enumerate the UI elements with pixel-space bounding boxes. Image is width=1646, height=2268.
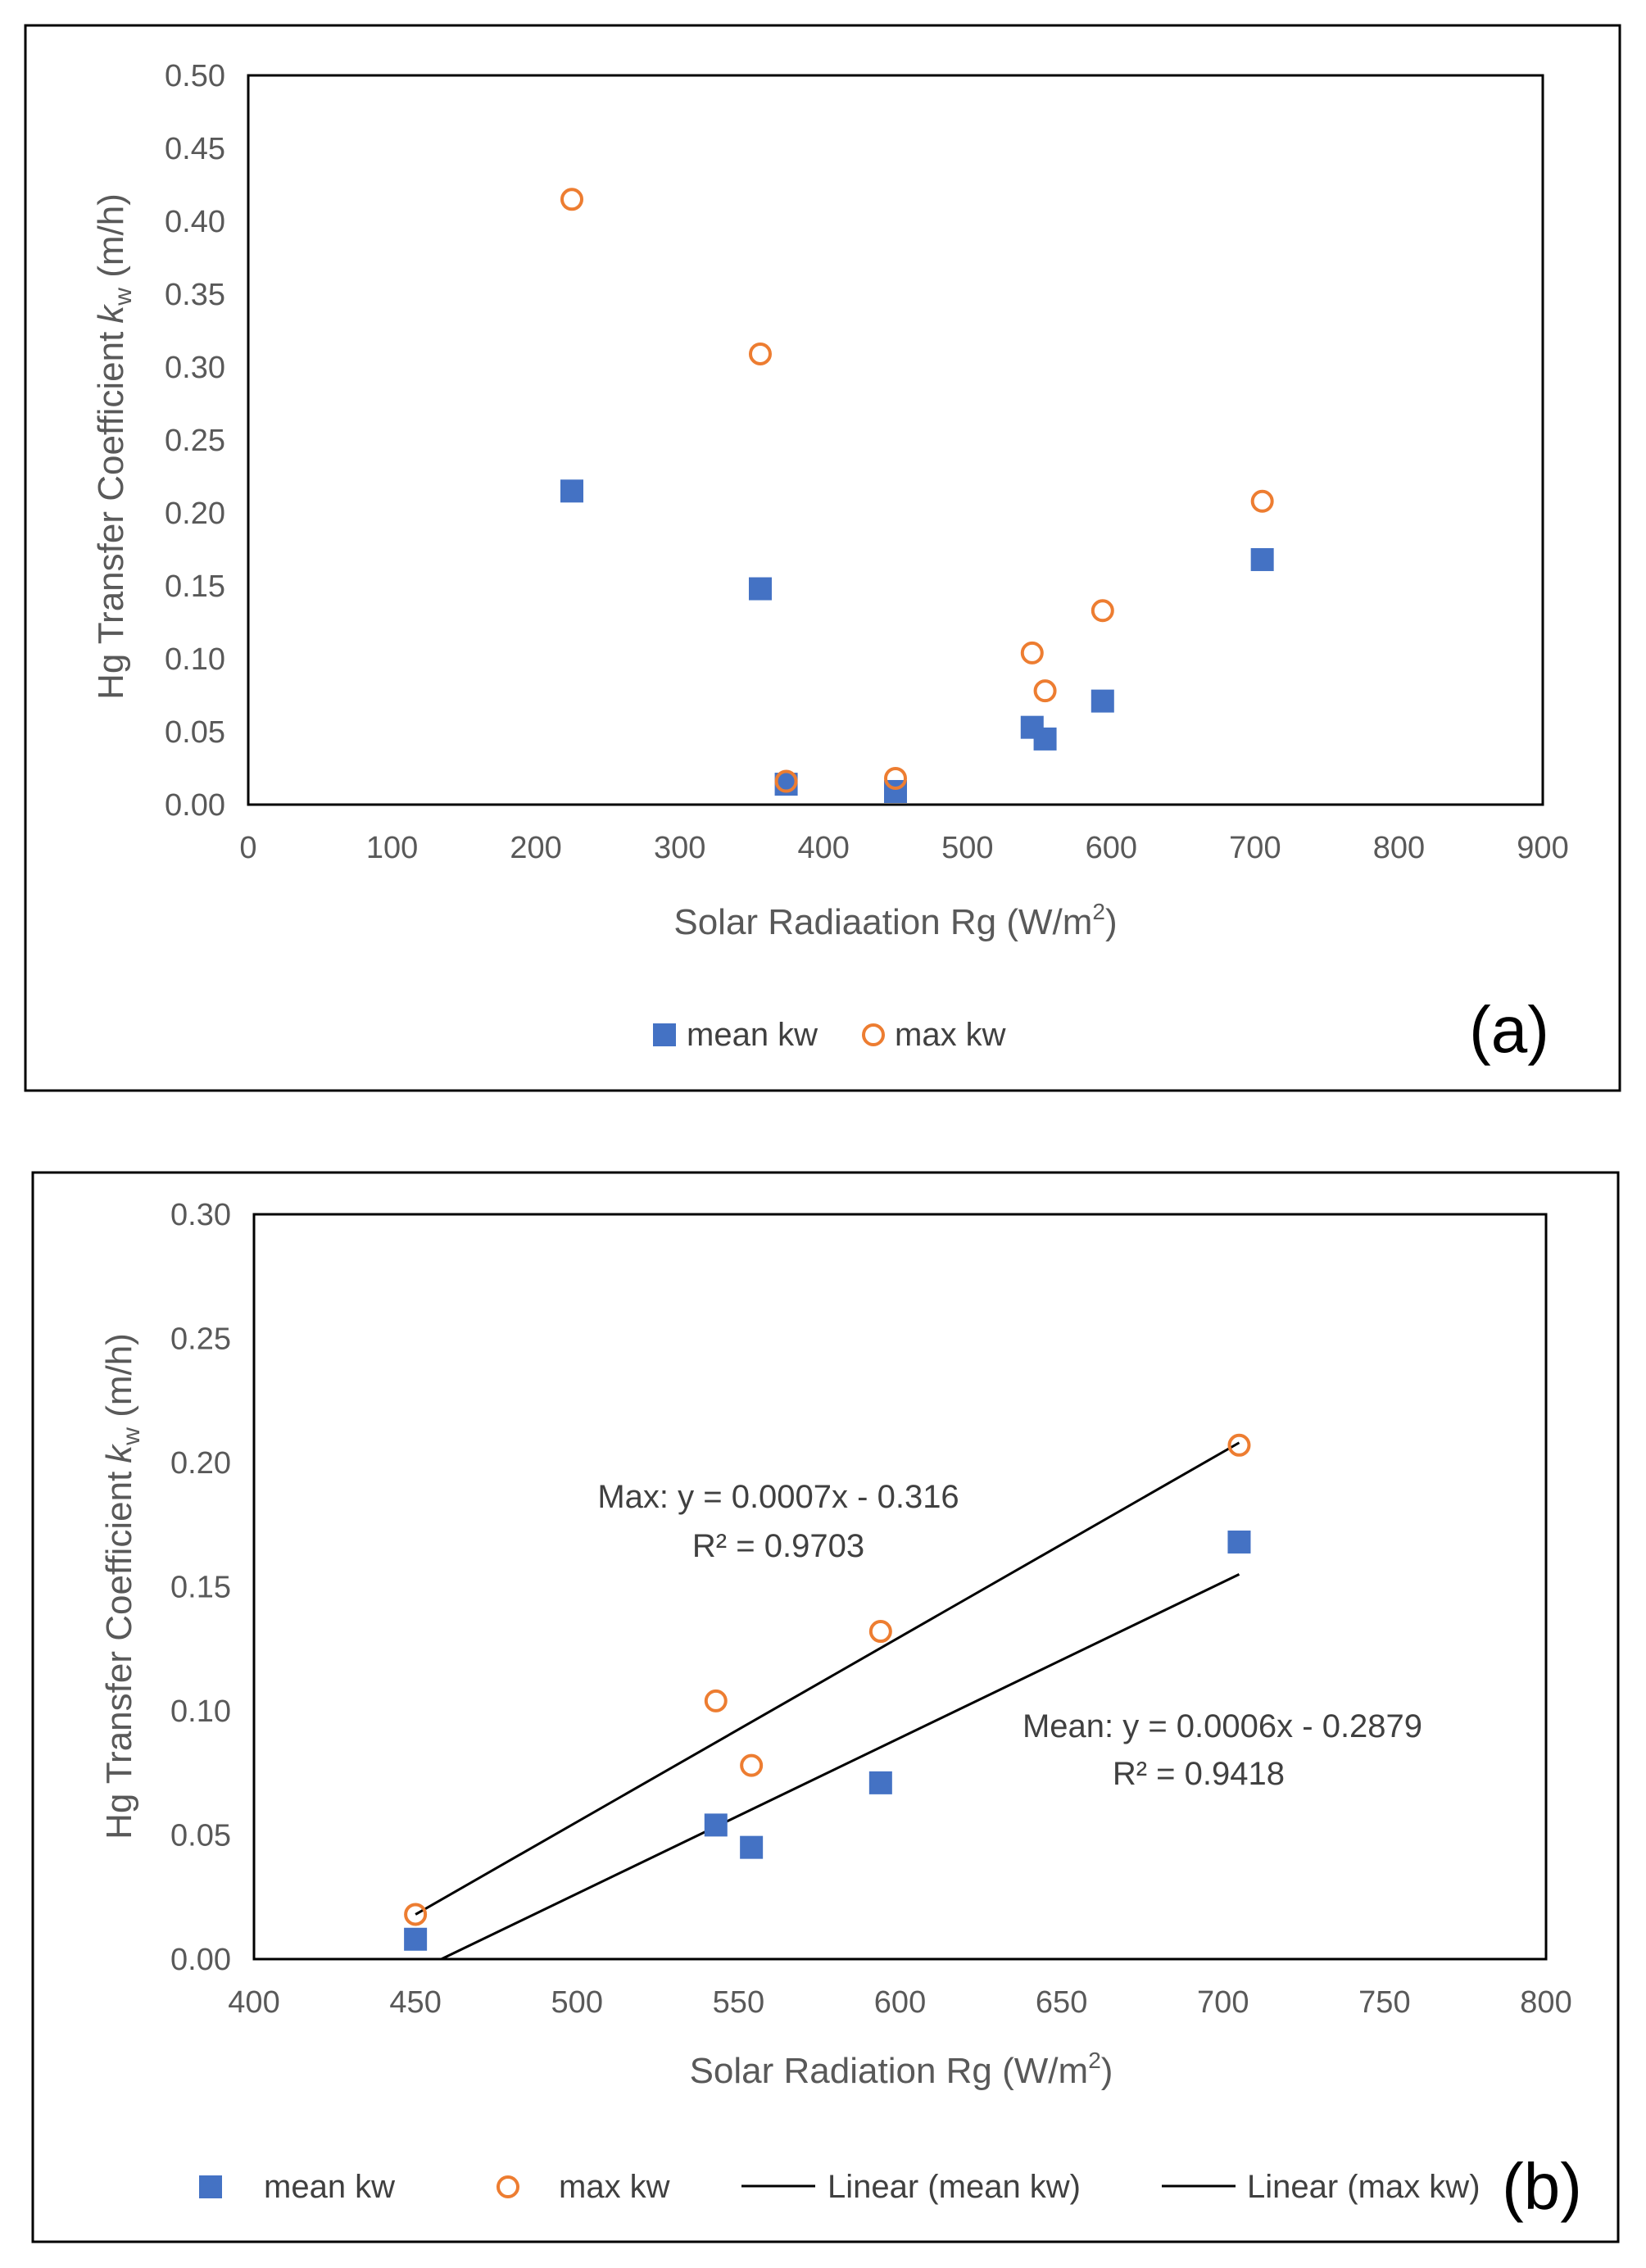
panel-b-legend-mean-marker bbox=[199, 2175, 222, 2198]
panel-a-y-tick-label: 0.35 bbox=[165, 278, 225, 312]
panel-b: 0.00 0.05 0.10 0.15 0.20 0.25 0.30 400 450 500 55… bbox=[31, 1171, 1620, 2243]
panel-a-y-tick-label: 0.00 bbox=[165, 788, 225, 823]
panel-b-marks bbox=[404, 1433, 1251, 1951]
mean-kw-point bbox=[1227, 1530, 1251, 1554]
panel-a-y-tick-label: 0.25 bbox=[165, 424, 225, 458]
panel-b-x-tick-label: 600 bbox=[874, 1985, 926, 2020]
mean-kw-point bbox=[1033, 727, 1057, 751]
panel-a-y-tick-label: 0.40 bbox=[165, 205, 225, 239]
panel-a-x-tick-label: 600 bbox=[1086, 831, 1137, 865]
panel-a: 0.00 0.05 0.10 0.15 0.20 0.25 0.30 0.35 0.40 0.45… bbox=[24, 24, 1621, 1092]
max-kw-point bbox=[1091, 599, 1114, 623]
panel-b-plot-area bbox=[252, 1213, 1548, 1961]
panel-b-legend-mean-label: mean kw bbox=[264, 2169, 395, 2205]
panel-b-trendlines bbox=[415, 1441, 1240, 1961]
panel-a-x-tick-label: 500 bbox=[941, 831, 993, 865]
max-kw-point bbox=[1033, 679, 1057, 703]
panel-a-y-ticks: 0.00 0.05 0.10 0.15 0.20 0.25 0.30 0.35 0.40 0.45… bbox=[165, 59, 225, 823]
panel-b-x-tick-label: 400 bbox=[228, 1985, 279, 2020]
panel-b-legend-linear-mean-label: Linear (mean kw) bbox=[828, 2169, 1081, 2205]
panel-b-y-tick-label: 0.05 bbox=[170, 1819, 231, 1853]
max-kw-point bbox=[560, 188, 583, 211]
panel-b-y-axis-label: Hg Transfer Coefficientkw (m/h) bbox=[99, 1333, 145, 1839]
mean-kw-point bbox=[704, 1813, 728, 1837]
max-kw-point bbox=[1227, 1433, 1251, 1457]
panel-b-x-tick-label: 750 bbox=[1358, 1985, 1410, 2020]
trendline-mean bbox=[441, 1572, 1240, 1961]
max-r-squared: R² = 0.9703 bbox=[692, 1528, 864, 1564]
mean-r-squared: R² = 0.9418 bbox=[1113, 1756, 1285, 1792]
mean-kw-point bbox=[868, 1771, 892, 1794]
mean-kw-point bbox=[740, 1835, 764, 1859]
max-kw-point bbox=[704, 1689, 728, 1712]
panel-b-legend-max-marker bbox=[497, 2175, 519, 2198]
panel-a-x-tick-label: 700 bbox=[1229, 831, 1281, 865]
panel-a-plot-area bbox=[247, 74, 1544, 806]
panel-a-frame bbox=[24, 24, 1621, 1092]
mean-kw-point bbox=[560, 479, 583, 503]
panel-a-x-tick-label: 300 bbox=[654, 831, 705, 865]
trendline-max bbox=[415, 1441, 1240, 1916]
panel-b-x-tick-label: 450 bbox=[389, 1985, 441, 2020]
panel-a-x-tick-label: 100 bbox=[366, 831, 418, 865]
panel-b-y-tick-label: 0.25 bbox=[170, 1322, 231, 1357]
mean-kw-point bbox=[748, 577, 772, 601]
panel-a-x-tick-label: 900 bbox=[1517, 831, 1568, 865]
panel-a-x-tick-label: 0 bbox=[239, 831, 256, 865]
panel-a-legend-max-marker bbox=[862, 1023, 885, 1046]
panel-a-legend-max-label: max kw bbox=[895, 1017, 1006, 1053]
mean-kw-point bbox=[1250, 547, 1274, 571]
panel-b-x-tick-label: 800 bbox=[1520, 1985, 1571, 2020]
panel-a-y-tick-label: 0.45 bbox=[165, 132, 225, 166]
panel-a-x-tick-label: 200 bbox=[510, 831, 561, 865]
panel-b-x-tick-label: 550 bbox=[713, 1985, 764, 2020]
panel-b-y-tick-label: 0.00 bbox=[170, 1943, 231, 1977]
panel-b-x-axis-label: Solar Radiation Rg (W/m2) bbox=[690, 2048, 1113, 2091]
mean-kw-point bbox=[404, 1927, 428, 1951]
panel-b-y-tick-label: 0.20 bbox=[170, 1446, 231, 1481]
panel-b-x-tick-label: 700 bbox=[1197, 1985, 1249, 2020]
max-kw-point bbox=[868, 1620, 892, 1644]
panel-b-x-tick-label: 650 bbox=[1036, 1985, 1087, 2020]
panel-a-y-tick-label: 0.30 bbox=[165, 351, 225, 385]
max-kw-point bbox=[740, 1753, 764, 1777]
panel-a-legend-mean-label: mean kw bbox=[687, 1017, 818, 1053]
panel-a-y-axis-label: Hg Transfer Coefficientkw (m/h) bbox=[91, 193, 137, 700]
panel-a-x-tick-label: 400 bbox=[798, 831, 850, 865]
panel-a-y-tick-label: 0.20 bbox=[165, 497, 225, 531]
max-kw-point bbox=[884, 766, 907, 790]
max-kw-point bbox=[1020, 641, 1044, 665]
mean-kw-point bbox=[1091, 689, 1114, 713]
panel-a-x-ticks: 0 100 200 300 400 500 600 700 800 900 bbox=[239, 831, 1568, 865]
panel-a-legend-mean-marker bbox=[653, 1023, 676, 1046]
panel-a-marks bbox=[560, 188, 1274, 803]
panel-b-legend-max-label: max kw bbox=[559, 2169, 670, 2205]
panel-a-x-axis-label: Solar Radiaation Rg (W/m2) bbox=[673, 899, 1117, 942]
panel-a-y-tick-label: 0.10 bbox=[165, 642, 225, 677]
panel-b-y-tick-label: 0.15 bbox=[170, 1571, 231, 1605]
max-kw-point bbox=[774, 769, 798, 793]
panel-b-frame bbox=[31, 1171, 1620, 2243]
panel-b-x-ticks: 400 450 500 550 600 650 700 750 800 bbox=[228, 1985, 1571, 2020]
max-kw-point bbox=[748, 342, 772, 365]
panel-a-x-tick-label: 800 bbox=[1373, 831, 1425, 865]
panel-b-y-ticks: 0.00 0.05 0.10 0.15 0.20 0.25 0.30 bbox=[170, 1198, 231, 1977]
panel-b-y-tick-label: 0.30 bbox=[170, 1198, 231, 1232]
panel-b-x-tick-label: 500 bbox=[551, 1985, 603, 2020]
max-kw-point bbox=[1250, 489, 1274, 513]
panel-a-label: (a) bbox=[1469, 993, 1549, 1066]
max-kw-point bbox=[404, 1903, 428, 1926]
panel-a-y-tick-label: 0.05 bbox=[165, 715, 225, 750]
panel-a-y-tick-label: 0.50 bbox=[165, 59, 225, 93]
panel-a-y-tick-label: 0.15 bbox=[165, 569, 225, 604]
panel-b-y-tick-label: 0.10 bbox=[170, 1694, 231, 1729]
max-equation: Max: y = 0.0007x - 0.316 bbox=[597, 1479, 959, 1515]
mean-equation: Mean: y = 0.0006x - 0.2879 bbox=[1023, 1708, 1422, 1744]
panel-b-label: (b) bbox=[1502, 2150, 1582, 2223]
panel-b-legend-linear-max-label: Linear (max kw) bbox=[1247, 2169, 1480, 2205]
